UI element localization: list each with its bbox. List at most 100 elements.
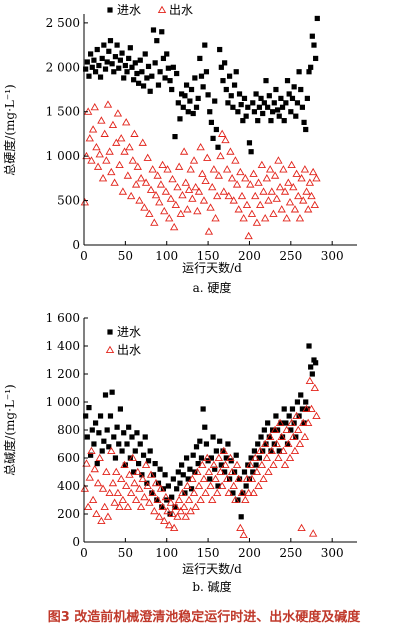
chart-b-series-1-point [85, 473, 94, 481]
chart-a-series-0-point [187, 98, 193, 104]
chart-a-series-0-point [212, 98, 218, 104]
chart-b-series-1-point [199, 474, 209, 482]
chart-a-series-1-point [184, 185, 194, 193]
chart-a-series-0-point [213, 126, 219, 133]
chart-b-series-0-point [279, 434, 286, 440]
chart-b-series-1-point [237, 488, 247, 496]
chart-a-series-1-point [312, 174, 321, 182]
chart-b-series-1-point [102, 467, 111, 475]
chart-a-series-0-point [179, 91, 185, 97]
chart-b-y-tick-label: 200 [57, 507, 80, 521]
chart-b-series-1-point [310, 383, 319, 391]
chart-b-series-0-point [281, 406, 287, 412]
chart-b-legend-label-1: 出水 [117, 343, 141, 357]
chart-b-series-1-point [239, 530, 248, 538]
chart-a-series-1-point [171, 200, 181, 209]
chart-b-series-0-point [149, 490, 155, 496]
chart-a-series-1-point [151, 190, 161, 199]
chart-b-series-0-point [298, 392, 304, 398]
chart-b-series-0-point [169, 494, 175, 500]
chart-b-series-1-point [83, 502, 93, 510]
chart-a-y-tick-label: 1 500 [46, 105, 80, 119]
chart-a-series-0-point [306, 69, 312, 75]
chart-b-series-1-point [208, 495, 217, 503]
chart-a-axes: 0 50 100 150 200 250 300 0 500 1 000 1 500 2 000 2 5… [46, 14, 357, 263]
chart-b-series-1-point [123, 502, 133, 510]
chart-b-series-0-point [140, 452, 147, 458]
chart-b-series-1-point [178, 488, 187, 496]
chart-a-legend-label-0: 进水 [117, 3, 141, 17]
chart-b-series-1-point [265, 432, 275, 440]
chart-a-series-1-point [254, 178, 263, 186]
chart-b-series-0-point [303, 399, 309, 405]
chart-b-series-1-point [131, 495, 141, 503]
chart-a-series-0-point [129, 64, 135, 70]
chart-b-series-1-point [222, 474, 232, 482]
chart-a-series-1-point [131, 180, 141, 188]
chart-a-series-1-point [295, 214, 305, 222]
chart-a-series-1-point [242, 200, 252, 209]
chart-a-y-tick-label: 500 [57, 194, 80, 208]
chart-a-series-0-point [145, 63, 152, 70]
chart-b-series-1-point [168, 509, 177, 517]
chart-a-series-1-point [92, 142, 101, 151]
chart-a-series-1-point [272, 194, 281, 202]
chart-b-series-1-point [166, 498, 176, 506]
chart-b-series-0-point [96, 430, 102, 436]
chart-b-series-0-point [187, 466, 193, 472]
chart-b-y-tick-label: 600 [57, 451, 80, 465]
chart-a-series-0-point [284, 78, 291, 84]
chart-a-series-1-point [150, 218, 159, 226]
chart-a-series-1-point [247, 209, 257, 217]
chart-a-series-0-point [160, 55, 167, 62]
chart-a-series-0-point [132, 60, 138, 66]
chart-b-series-1-point [284, 439, 293, 447]
chart-a-series-1-point [196, 142, 205, 151]
chart-b-series-1-point [260, 439, 270, 447]
chart-b-y-tick-label: 1 600 [46, 311, 80, 325]
chart-b-series-0-point [243, 483, 249, 489]
chart-alkalinity: 0 50 100 150 200 250 300 0 200 400 600 800 1 000 1 20… [2, 311, 357, 594]
chart-a-series-1-point [181, 178, 190, 186]
chart-a-series-0-point [94, 46, 100, 53]
chart-b-series-0-point [92, 420, 99, 426]
chart-b-series-0-point [198, 455, 205, 461]
chart-a-series-0-point [243, 113, 249, 119]
chart-b-series-0-point [119, 448, 125, 454]
chart-b-series-0-point [106, 444, 112, 450]
chart-a-series-1-point [169, 222, 179, 231]
chart-b-series-0-point [109, 389, 115, 395]
chart-b-series-1-point [110, 498, 119, 506]
chart-b-series-1-point [153, 495, 162, 503]
chart-b-series-0-point [170, 476, 176, 482]
chart-a-series-1-point [265, 165, 275, 173]
chart-b-series-1-point [181, 512, 190, 520]
chart-b-series-1-point [161, 492, 171, 501]
chart-b-series-0-point [91, 441, 97, 447]
chart-b-series-1-point [264, 467, 273, 475]
chart-b-x-tick-label: 0 [80, 546, 88, 560]
chart-a-series-1-point [282, 214, 291, 222]
chart-a-series-1-point [262, 174, 272, 182]
chart-b-series-0-point [84, 434, 90, 440]
chart-a-series-1-point [95, 150, 104, 158]
chart-a-series-0-point [159, 29, 165, 35]
chart-a-caption: a. 硬度 [193, 280, 232, 295]
chart-a-series-1-point [297, 174, 306, 182]
chart-b-series-1-point [252, 467, 262, 475]
chart-a-y-tick-label: 1 000 [46, 149, 80, 163]
chart-b-series-1-point [150, 506, 159, 515]
chart-a-series-0-point [255, 118, 261, 124]
chart-a-series-0-point [154, 38, 160, 44]
chart-a-series-0-point [203, 69, 210, 75]
chart-b-series-1-point [236, 523, 245, 531]
chart-a-series-1-point [100, 129, 109, 137]
chart-a-series-1-point [236, 167, 245, 176]
chart-a-series-0-point [227, 73, 233, 79]
chart-b-series-0-point [215, 483, 221, 489]
chart-b-series-0-point [213, 448, 219, 454]
chart-a-series-1-point [274, 156, 283, 164]
chart-b-series-1-point [280, 460, 290, 468]
chart-a-series-0-point [193, 104, 200, 110]
